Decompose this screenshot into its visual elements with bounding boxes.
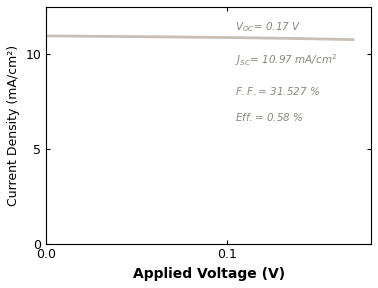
Text: $Eff.$= 0.58 %: $Eff.$= 0.58 % bbox=[235, 111, 303, 123]
Text: $F.F.$= 31.527 %: $F.F.$= 31.527 % bbox=[235, 84, 320, 96]
Text: $J_{SC}$= 10.97 mA/cm$^2$: $J_{SC}$= 10.97 mA/cm$^2$ bbox=[235, 52, 337, 68]
Y-axis label: Current Density (mA/cm²): Current Density (mA/cm²) bbox=[7, 45, 20, 206]
Text: $V_{OC}$= 0.17 V: $V_{OC}$= 0.17 V bbox=[235, 21, 301, 34]
X-axis label: Applied Voltage (V): Applied Voltage (V) bbox=[133, 267, 285, 281]
